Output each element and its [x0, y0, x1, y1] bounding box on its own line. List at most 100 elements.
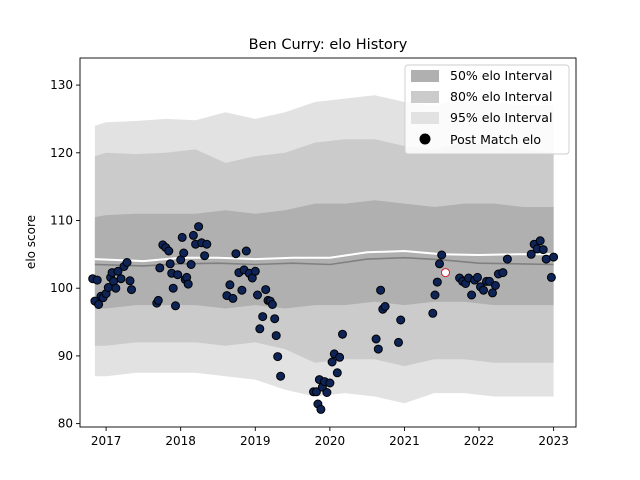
post-match-point: [473, 272, 482, 282]
y-axis-label: elo score: [24, 215, 38, 269]
post-match-point: [549, 252, 559, 262]
post-match-point: [396, 315, 406, 325]
x-tick-label: 2017: [91, 434, 122, 448]
post-match-point: [179, 248, 189, 258]
post-match-point: [428, 308, 438, 318]
plot-area: [88, 95, 559, 414]
legend-box: [404, 64, 570, 155]
post-match-point: [538, 245, 548, 255]
post-match-point: [311, 387, 321, 397]
latest-match-point: [441, 268, 450, 278]
post-match-point: [153, 295, 163, 305]
post-match-point: [250, 266, 260, 276]
post-match-point: [535, 236, 545, 246]
post-match-point: [116, 274, 126, 284]
post-match-point: [186, 260, 196, 269]
post-match-point: [173, 270, 183, 280]
post-match-point: [541, 254, 551, 264]
post-match-point: [125, 276, 135, 286]
legend-label-80: 80% elo Interval: [450, 89, 552, 104]
post-match-point: [335, 352, 345, 362]
y-tick-label: 100: [50, 281, 73, 295]
legend-swatch-80: [411, 91, 439, 103]
post-match-point: [127, 285, 136, 295]
post-match-point: [122, 258, 132, 267]
legend: 50% elo Interval 80% elo Interval 95% el…: [404, 64, 570, 155]
interval-bands: [94, 95, 554, 404]
y-tick-label: 110: [50, 213, 73, 227]
post-match-point: [177, 232, 187, 242]
y-tick-label: 90: [58, 349, 73, 363]
post-match-point: [261, 285, 271, 295]
y-tick-label: 80: [58, 417, 73, 431]
post-match-point: [241, 246, 251, 256]
post-match-point: [546, 272, 556, 282]
post-match-point: [255, 324, 265, 334]
post-match-point: [164, 246, 174, 256]
legend-label-95: 95% elo Interval: [450, 110, 552, 125]
x-tick-label: 2020: [315, 434, 346, 448]
post-match-point: [467, 290, 477, 300]
post-match-point: [94, 300, 104, 309]
chart-title: Ben Curry: elo History: [249, 37, 408, 53]
legend-marker-post-match: [419, 133, 431, 145]
x-tick-label: 2023: [538, 434, 569, 448]
post-match-point: [183, 279, 193, 289]
legend-swatch-50: [411, 70, 439, 82]
x-tick-label: 2018: [165, 434, 196, 448]
post-match-point: [437, 250, 447, 260]
post-match-point: [479, 285, 488, 295]
post-match-point: [188, 230, 198, 240]
post-match-point: [380, 302, 390, 311]
post-match-point: [231, 249, 241, 259]
legend-swatch-95: [411, 112, 439, 124]
post-match-point: [332, 368, 342, 378]
post-match-point: [430, 290, 440, 300]
post-match-point: [394, 337, 403, 347]
post-match-point: [267, 300, 277, 309]
axes-frame: [79, 57, 577, 428]
post-match-point: [270, 314, 280, 324]
post-match-point: [502, 254, 512, 264]
y-tick-label: 130: [50, 78, 73, 92]
post-match-point: [322, 388, 332, 397]
post-match-point: [432, 277, 442, 287]
post-match-point: [373, 344, 383, 354]
post-match-point: [526, 249, 536, 259]
post-match-point: [276, 371, 286, 381]
x-tick-label: 2019: [240, 434, 271, 448]
post-match-point: [194, 222, 204, 232]
post-match-point: [168, 283, 178, 293]
post-match-point: [376, 285, 386, 295]
post-match-point: [225, 280, 235, 290]
post-match-point: [92, 275, 102, 285]
post-match-point: [253, 290, 262, 300]
post-match-point: [200, 251, 210, 261]
post-match-point: [325, 378, 335, 388]
post-match-point: [228, 293, 238, 303]
post-match-point: [316, 404, 326, 414]
post-match-point: [155, 263, 165, 273]
post-match-point: [371, 334, 381, 344]
post-match-point: [488, 288, 497, 298]
post-match-point: [273, 352, 283, 362]
post-match-point: [113, 266, 123, 276]
post-match-point: [171, 301, 180, 311]
post-match-point: [111, 283, 121, 293]
post-match-points: [88, 222, 559, 414]
post-match-point: [338, 329, 347, 339]
post-match-point: [435, 259, 444, 269]
post-match-point: [258, 312, 268, 322]
post-match-point: [237, 285, 247, 295]
post-match-point: [165, 259, 175, 269]
y-axis-ticks: 80 90 100 110 120 130: [50, 78, 80, 431]
y-tick-label: 120: [50, 146, 73, 160]
post-match-point: [498, 268, 508, 278]
post-match-point: [202, 239, 212, 249]
post-match-point: [327, 357, 337, 367]
post-match-point: [490, 281, 500, 290]
legend-label-50: 50% elo Interval: [450, 68, 552, 83]
x-tick-label: 2021: [389, 434, 420, 448]
x-axis-ticks: 2017 2018 2019 2020 2021 2022 2023: [91, 427, 569, 448]
